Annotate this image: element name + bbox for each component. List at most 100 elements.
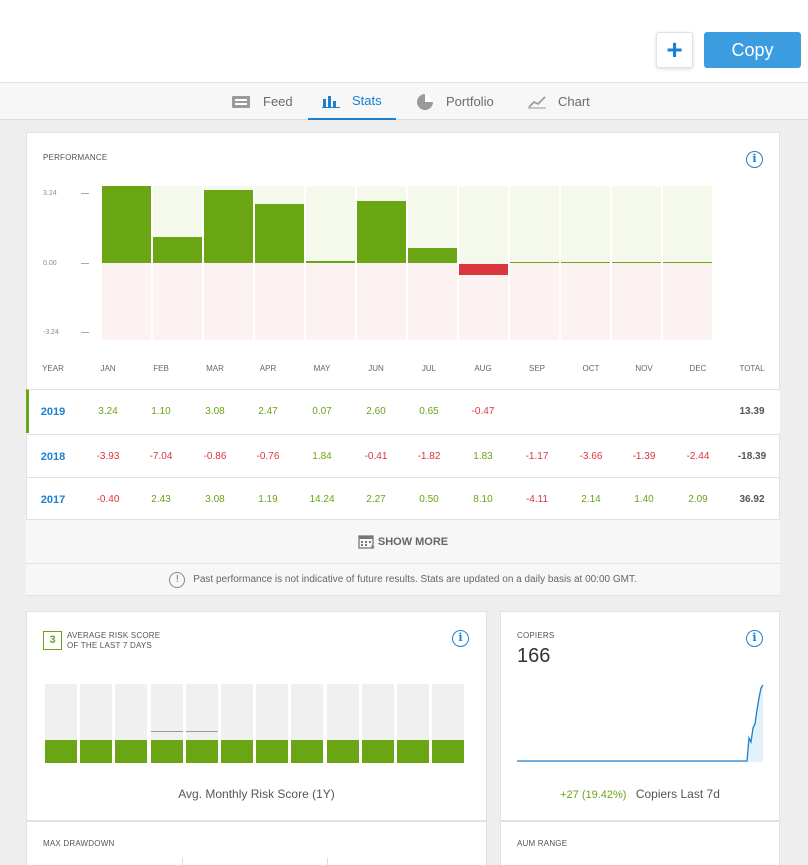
table-header-total: TOTAL — [739, 364, 765, 373]
risk-level-fill — [432, 740, 464, 763]
aum-range-title: AUM RANGE — [517, 839, 568, 848]
table-header-feb: FEB — [153, 364, 169, 373]
bar-chart-icon — [322, 95, 340, 108]
tab-bar: Feed Stats Portfolio Chart — [0, 82, 808, 120]
performance-bar-mar[interactable] — [204, 189, 253, 263]
tab-feed-label: Feed — [263, 94, 293, 109]
row-value-feb: -7.04 — [149, 451, 173, 462]
risk-month-bar[interactable] — [80, 684, 112, 763]
risk-month-bar[interactable] — [45, 684, 77, 763]
row-value-jul: 0.65 — [419, 406, 439, 417]
row-total: 36.92 — [739, 494, 765, 505]
risk-title-line2: OF THE LAST 7 DAYS — [67, 641, 152, 650]
row-total: -18.39 — [737, 451, 767, 462]
table-row[interactable] — [26, 477, 780, 521]
month-column-bg — [357, 263, 406, 340]
risk-level-fill — [256, 740, 288, 763]
risk-month-bar[interactable] — [256, 684, 288, 763]
copiers-change-label: Copiers Last 7d — [635, 787, 720, 801]
row-value-aug: 8.10 — [473, 494, 493, 505]
risk-month-bar[interactable] — [362, 684, 394, 763]
row-value-apr: 2.47 — [258, 406, 278, 417]
performance-bar-oct[interactable] — [561, 262, 610, 263]
row-value-mar: 3.08 — [205, 406, 225, 417]
table-header-mar: MAR — [206, 364, 224, 373]
row-value-nov: -1.39 — [632, 451, 656, 462]
performance-bar-jul[interactable] — [408, 247, 457, 263]
risk-month-bar[interactable] — [432, 684, 464, 763]
risk-level-fill — [221, 740, 253, 763]
risk-month-bar[interactable] — [221, 684, 253, 763]
performance-bar-nov[interactable] — [612, 262, 661, 263]
row-value-jun: -0.41 — [364, 451, 388, 462]
tab-portfolio[interactable]: Portfolio — [416, 83, 494, 120]
row-value-jan: -0.40 — [96, 494, 120, 505]
tab-stats[interactable]: Stats — [308, 83, 396, 120]
month-column-bg — [102, 263, 151, 340]
performance-bar-may[interactable] — [306, 261, 355, 263]
max-drawdown-title: MAX DRAWDOWN — [43, 839, 115, 848]
y-tick-mark — [81, 263, 89, 264]
performance-bar-feb[interactable] — [153, 236, 202, 263]
performance-bar-sep[interactable] — [510, 262, 559, 263]
risk-level-fill — [397, 740, 429, 763]
row-value-oct: 2.14 — [581, 494, 601, 505]
copiers-info-icon[interactable]: i — [746, 630, 763, 647]
table-header-aug: AUG — [474, 364, 492, 373]
y-tick-mark — [81, 193, 89, 194]
risk-month-bar[interactable] — [186, 684, 218, 763]
month-column-bg — [459, 186, 508, 263]
max-drawdown-divider — [327, 858, 328, 865]
performance-bar-dec[interactable] — [663, 262, 712, 263]
performance-info-icon[interactable]: i — [746, 151, 763, 168]
table-header-jan: JAN — [100, 364, 116, 373]
aum-range-card — [500, 821, 780, 865]
table-row[interactable] — [26, 434, 780, 478]
feed-icon — [232, 95, 250, 108]
row-value-aug: -0.47 — [471, 406, 495, 417]
tab-chart[interactable]: Chart — [528, 83, 590, 120]
risk-month-bar[interactable] — [151, 684, 183, 763]
show-more-button[interactable]: SHOW MORE — [26, 519, 780, 563]
performance-bar-apr[interactable] — [255, 204, 304, 263]
performance-title: PERFORMANCE — [43, 153, 108, 162]
performance-bar-aug[interactable] — [459, 264, 508, 276]
month-column-bg — [663, 186, 712, 263]
risk-month-bar[interactable] — [291, 684, 323, 763]
row-total: 13.39 — [739, 406, 765, 417]
month-column-bg — [408, 263, 457, 340]
row-value-jan: -3.93 — [96, 451, 120, 462]
row-value-feb: 2.43 — [151, 494, 171, 505]
month-column-bg — [306, 263, 355, 340]
performance-bar-jun[interactable] — [357, 201, 406, 263]
risk-info-icon[interactable]: i — [452, 630, 469, 647]
table-row[interactable] — [26, 389, 780, 433]
table-header-dec: DEC — [689, 364, 707, 373]
table-header-may: MAY — [313, 364, 331, 373]
month-column-bg — [255, 263, 304, 340]
row-year: 2019 — [40, 406, 66, 418]
calendar-icon — [358, 534, 375, 549]
risk-month-bar[interactable] — [115, 684, 147, 763]
row-value-jun: 2.27 — [366, 494, 386, 505]
risk-month-bar[interactable] — [397, 684, 429, 763]
row-value-oct: -3.66 — [579, 451, 603, 462]
risk-month-bar[interactable] — [327, 684, 359, 763]
disclaimer: ! Past performance is not indicative of … — [26, 563, 780, 595]
y-tick-bottom: -3.24 — [43, 329, 59, 336]
risk-caption: Avg. Monthly Risk Score (1Y) — [178, 787, 335, 801]
risk-score-badge: 3 — [43, 631, 62, 650]
row-value-dec: -2.44 — [686, 451, 710, 462]
pie-chart-icon — [417, 93, 433, 110]
month-column-bg — [612, 263, 661, 340]
copy-button[interactable]: Copy — [704, 32, 801, 68]
copiers-trend-chart — [517, 684, 764, 762]
month-column-bg — [204, 263, 253, 340]
copiers-change: +27 (19.42%) Copiers Last 7d — [500, 787, 780, 801]
disclaimer-text: Past performance is not indicative of fu… — [193, 574, 637, 585]
table-header-jul: JUL — [421, 364, 437, 373]
add-button[interactable]: + — [656, 32, 693, 68]
table-header-year: YEAR — [42, 364, 64, 373]
tab-feed[interactable]: Feed — [231, 83, 293, 120]
performance-bar-jan[interactable] — [102, 186, 151, 263]
